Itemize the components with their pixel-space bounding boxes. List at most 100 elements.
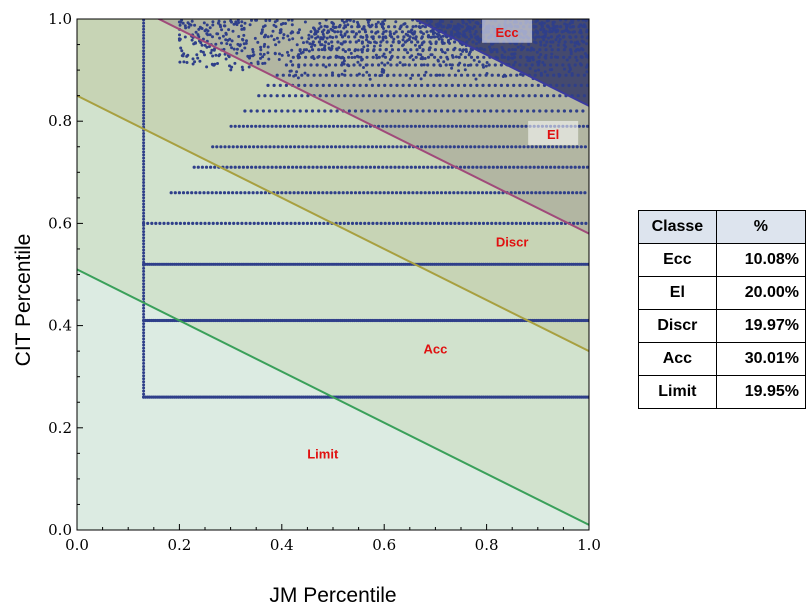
data-point: [276, 145, 280, 149]
data-point: [353, 191, 358, 195]
data-point: [585, 42, 588, 46]
data-point: [461, 21, 465, 25]
data-point: [352, 19, 356, 23]
data-point: [237, 124, 241, 128]
data-point: [317, 109, 321, 113]
data-point: [469, 83, 473, 87]
data-point: [246, 54, 250, 58]
data-point: [376, 20, 380, 24]
data-point: [575, 145, 579, 149]
data-point: [527, 43, 531, 46]
data-point: [552, 20, 556, 24]
data-point: [458, 124, 463, 128]
data-point: [433, 48, 437, 52]
data-point: [553, 28, 557, 31]
data-point: [399, 191, 403, 195]
data-point: [292, 74, 296, 78]
data-point: [426, 63, 430, 67]
data-point: [468, 191, 472, 195]
data-point: [382, 191, 386, 195]
data-point: [240, 49, 244, 53]
data-point: [178, 221, 182, 225]
data-point: [451, 27, 455, 31]
data-point: [282, 124, 286, 128]
data-point: [290, 23, 294, 27]
data-point: [142, 184, 146, 188]
data-point: [454, 28, 458, 32]
data-point: [392, 37, 396, 41]
data-point: [398, 27, 402, 31]
data-point: [261, 109, 265, 113]
data-point: [531, 58, 535, 62]
data-point: [497, 145, 501, 149]
y-tick-label: 0.8: [48, 112, 72, 130]
data-point: [211, 54, 215, 58]
data-point: [557, 165, 561, 169]
data-point: [539, 221, 543, 225]
data-point: [354, 145, 358, 149]
data-point: [407, 38, 411, 41]
data-point: [581, 124, 586, 128]
data-point: [569, 36, 573, 40]
data-point: [297, 145, 301, 149]
data-point: [383, 19, 387, 22]
data-point: [365, 49, 369, 52]
data-point: [230, 46, 234, 50]
header-classe: Classe: [638, 210, 717, 244]
data-point: [227, 191, 231, 195]
data-point: [396, 35, 400, 39]
data-point: [342, 20, 346, 24]
data-point: [433, 55, 437, 59]
data-point: [384, 47, 388, 51]
data-point: [321, 63, 325, 67]
data-point: [142, 389, 146, 393]
data-point: [306, 73, 310, 77]
data-point: [179, 46, 183, 50]
data-point: [411, 191, 415, 195]
data-point: [449, 24, 453, 28]
data-point: [223, 20, 227, 24]
data-point: [557, 34, 561, 38]
data-point: [572, 221, 576, 225]
data-point: [433, 31, 436, 35]
data-point: [496, 73, 500, 77]
data-point: [338, 23, 342, 27]
data-point: [519, 44, 523, 48]
data-point: [142, 24, 146, 28]
data-point: [383, 83, 387, 87]
data-point: [456, 191, 460, 195]
data-point: [402, 35, 406, 39]
data-point: [273, 52, 277, 56]
data-point: [573, 83, 577, 87]
data-point: [370, 83, 374, 87]
data-point: [317, 191, 321, 195]
data-point: [206, 29, 210, 33]
data-point: [261, 62, 265, 65]
data-point: [458, 24, 462, 27]
data-point: [441, 221, 445, 225]
data-point: [242, 26, 246, 30]
data-point: [317, 55, 321, 58]
data-point: [423, 191, 427, 195]
data-point: [301, 145, 305, 149]
data-point: [549, 165, 553, 169]
data-point: [142, 171, 146, 175]
data-point: [357, 39, 361, 42]
data-point: [407, 191, 411, 195]
data-point: [259, 48, 263, 52]
data-point: [262, 52, 266, 56]
data-point: [319, 124, 323, 128]
data-point: [396, 55, 400, 59]
data-point: [374, 191, 378, 195]
data-point: [336, 165, 340, 169]
data-point: [448, 145, 452, 149]
data-point: [142, 162, 146, 166]
data-point: [209, 165, 213, 169]
data-point: [243, 46, 247, 50]
data-point: [543, 43, 547, 47]
data-point: [206, 33, 210, 37]
data-point: [386, 191, 390, 195]
data-point: [281, 73, 285, 77]
data-point: [415, 48, 419, 52]
data-point: [396, 109, 401, 113]
